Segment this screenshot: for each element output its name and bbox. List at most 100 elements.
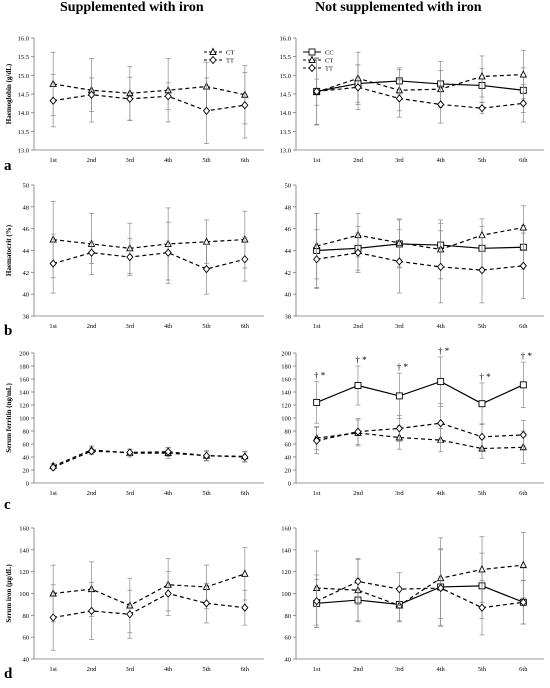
series-tt	[313, 549, 527, 636]
data-point	[202, 599, 211, 608]
y-tick-label: 120	[19, 569, 29, 576]
y-tick-label: 80	[285, 429, 292, 436]
data-point	[437, 419, 445, 428]
y-axis-label: Serum iron (µg/dL)	[5, 564, 13, 623]
y-tick-label: 15.0	[280, 73, 291, 80]
panel-letter-c: c	[4, 497, 11, 513]
series-tt	[49, 221, 249, 295]
data-point	[164, 92, 172, 101]
data-point	[49, 96, 57, 105]
y-tick-label: 140	[19, 390, 29, 397]
chart-d-supplemented: 40 60 80 100 120 140 160 1st 2nd 3rd 4th 5th 6th Seru…	[5, 526, 264, 673]
data-point	[126, 448, 134, 457]
y-tick-label: 42	[23, 270, 30, 277]
x-tick-label: 6th	[519, 157, 528, 164]
series-ct	[312, 419, 528, 464]
x-tick-label: 2nd	[87, 157, 98, 164]
y-tick-label: 14.0	[18, 110, 29, 117]
x-tick-label: 2nd	[87, 666, 98, 673]
data-point	[354, 382, 362, 389]
data-point	[126, 94, 134, 104]
x-tick-label: 5th	[202, 323, 211, 330]
x-tick-label: 5th	[478, 323, 487, 330]
y-tick-label: 200	[281, 351, 291, 358]
y-tick-label: 60	[23, 442, 30, 449]
x-tick-label: 5th	[478, 490, 487, 497]
y-tick-label: 180	[281, 364, 291, 371]
y-tick-label: 100	[281, 591, 291, 598]
y-tick-label: 38	[285, 314, 292, 321]
x-tick-label: 6th	[519, 323, 528, 330]
series-tt	[313, 403, 527, 455]
x-tick-label: 1st	[49, 666, 57, 673]
data-point	[519, 430, 527, 440]
y-axis-label: Serum ferritin (ng/mL)	[5, 383, 13, 453]
y-tick-label: 80	[23, 429, 30, 436]
data-point	[87, 606, 96, 616]
y-tick-label: 120	[281, 569, 291, 576]
series-line	[316, 80, 524, 92]
x-tick-label: 1st	[313, 666, 321, 673]
series-ct	[312, 532, 528, 626]
data-point	[395, 424, 403, 433]
left-column-title: Supplemented with iron	[60, 0, 204, 15]
chart-a-not-supplemented: 13.0 13.5 14.0 14.5 15.0 15.5 16.0 1st 2nd 3rd 4th…	[280, 36, 544, 164]
legend-label: TT	[226, 58, 234, 65]
y-tick-label: 160	[19, 377, 29, 384]
y-tick-label: 15.5	[18, 54, 29, 61]
y-tick-label: 50	[285, 183, 292, 190]
y-tick-label: 100	[19, 416, 29, 423]
series-ct	[49, 445, 249, 470]
y-tick-label: 40	[285, 657, 292, 664]
x-tick-label: 4th	[164, 490, 173, 497]
series-tt	[313, 57, 527, 126]
chart-d-not-supplemented: 40 60 80 100 120 140 160 1st 2nd 3rd 4th 5th 6th	[281, 526, 544, 673]
data-point	[241, 603, 249, 612]
data-point	[164, 248, 172, 257]
panel-letter-b: b	[4, 323, 13, 339]
data-point	[126, 610, 134, 619]
y-tick-label: 40	[23, 455, 30, 462]
series-line	[53, 573, 246, 607]
x-tick-label: 4th	[437, 157, 446, 164]
y-tick-label: 40	[23, 292, 30, 299]
x-tick-label: 1st	[49, 490, 57, 497]
data-point	[241, 452, 249, 462]
data-point	[478, 230, 486, 239]
data-point	[241, 569, 249, 577]
legend-marker	[308, 48, 316, 56]
data-point	[202, 451, 211, 460]
legend-marker	[209, 55, 217, 65]
chart-b-supplemented: 38 40 42 44 46 48 50 1st 2nd 3rd 4th 5th 6th Haematoc…	[5, 183, 264, 330]
series-line	[316, 580, 524, 609]
y-tick-label: 100	[19, 591, 29, 598]
data-point	[354, 248, 362, 257]
x-tick-label: 4th	[164, 666, 173, 673]
legend-marker	[308, 55, 316, 63]
x-tick-label: 2nd	[353, 666, 364, 673]
data-point	[202, 264, 211, 274]
series-tt	[313, 229, 527, 304]
data-point	[519, 99, 527, 108]
series-ct	[312, 205, 528, 280]
series-line	[316, 252, 524, 271]
chart-a-supplemented: 13.0 13.5 14.0 14.5 15.0 15.5 16.0 1st 2nd 3rd 4th…	[5, 36, 264, 164]
series-line	[316, 380, 524, 405]
y-tick-label: 40	[285, 455, 292, 462]
y-tick-label: 42	[285, 270, 292, 277]
x-tick-label: 6th	[519, 666, 528, 673]
data-point	[395, 584, 403, 594]
data-point	[313, 436, 321, 445]
data-point	[478, 603, 486, 612]
data-point	[202, 106, 211, 115]
y-tick-label: 60	[23, 635, 30, 642]
data-point	[519, 381, 527, 389]
series-line	[316, 73, 524, 93]
series-tt	[49, 571, 249, 651]
y-tick-label: 14.0	[280, 110, 291, 117]
y-tick-label: 160	[281, 377, 291, 384]
x-tick-label: 1st	[313, 157, 321, 164]
significance-annotation: † *	[397, 362, 409, 372]
series-tt	[49, 71, 249, 145]
